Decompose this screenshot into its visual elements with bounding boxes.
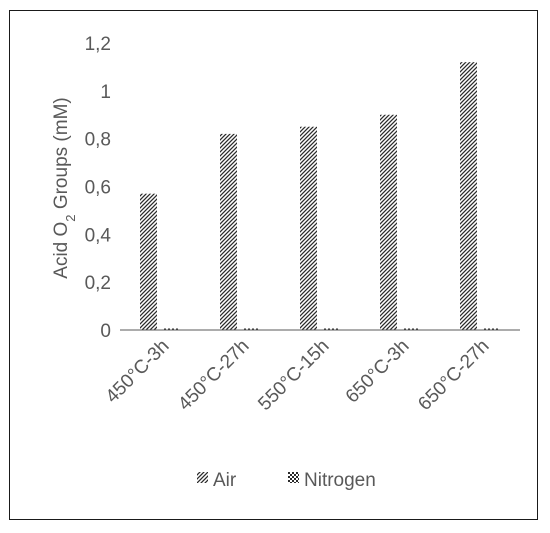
bar-air-5 [460,62,477,331]
legend-label-air: Air [213,470,237,491]
bar-air-3 [300,126,317,330]
legend: Air Nitrogen [197,470,376,491]
bar-air-2 [220,133,237,330]
y-tick-label: 0,2 [85,273,111,294]
y-tick-label: 1 [100,82,111,103]
bar-nitrogen-3 [323,328,340,330]
x-tick-label: 650°C-3h [342,336,414,408]
bar-nitrogen-5 [483,328,500,330]
chart-frame [9,10,538,520]
y-tick-label: 0,8 [85,130,111,151]
x-tick-label: 650°C-27h [414,336,493,415]
legend-swatch-nitrogen [288,472,299,483]
legend-swatch-air [197,472,208,483]
bar-air-4 [380,114,397,330]
y-axis-ticks: 0 0,2 0,4 0,6 0,8 1 1,2 [85,34,112,342]
y-tick-label: 0 [100,321,111,342]
bars [140,62,500,331]
bar-air-1 [140,193,157,330]
y-tick-label: 1,2 [85,34,111,55]
y-tick-label: 0,4 [85,225,112,246]
y-axis-title-subscript: 2 [63,214,78,221]
bar-nitrogen-2 [243,328,260,330]
bar-nitrogen-4 [403,328,420,330]
bar-nitrogen-1 [163,328,180,330]
legend-label-nitrogen: Nitrogen [304,470,376,491]
x-tick-label: 450°C-27h [174,336,253,415]
x-tick-label: 550°C-15h [254,336,333,415]
y-tick-label: 0,6 [85,178,111,199]
y-axis-title: Acid O2 Groups (mM) [51,97,78,278]
x-axis-ticks: 450°C-3h 450°C-27h 550°C-15h 650°C-3h 650°C-… [102,336,494,415]
x-tick-label: 450°C-3h [102,336,174,408]
